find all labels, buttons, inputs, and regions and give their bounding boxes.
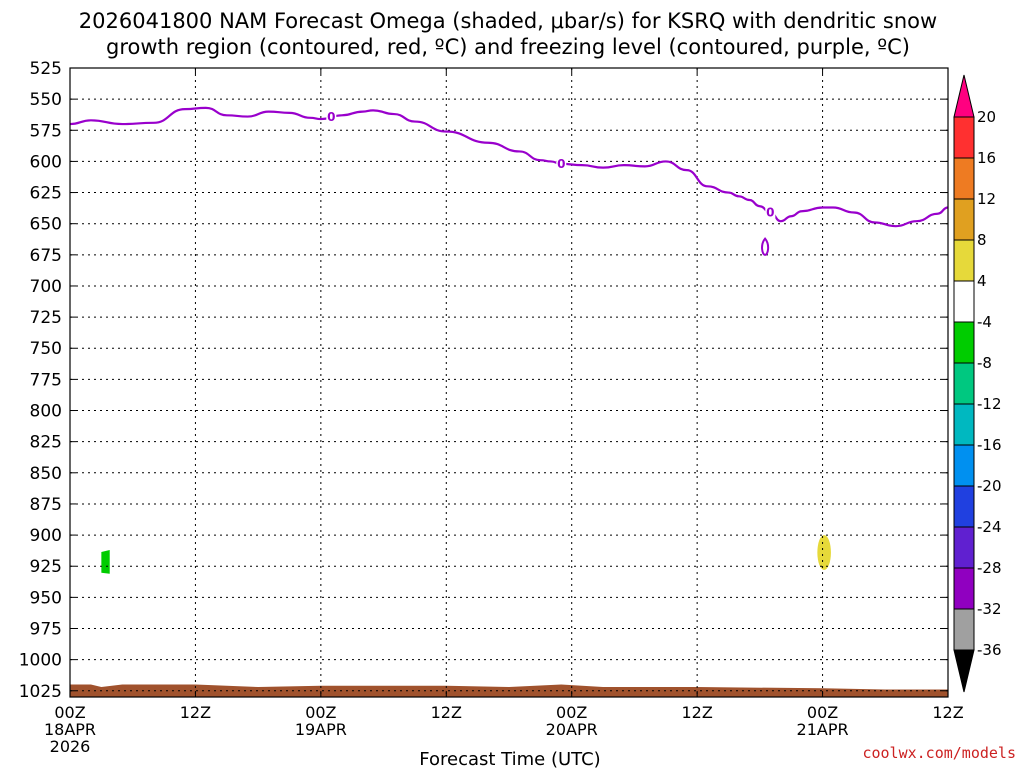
x-tick-label-24-0: 00Z xyxy=(305,703,336,722)
y-tick-label-625: 625 xyxy=(30,184,62,204)
colorbar-label-13: -36 xyxy=(977,641,1002,659)
plot-frame-layer xyxy=(69,67,949,698)
y-tick-label-675: 675 xyxy=(30,246,62,266)
freezing-level-layer: 0 0 0 xyxy=(69,106,949,256)
colorbar-label-9: -20 xyxy=(977,477,1002,495)
colorbar-segment-12 xyxy=(953,567,975,610)
omega-shading-layer xyxy=(101,535,831,574)
y-tick-label-800: 800 xyxy=(30,402,62,422)
x-tick-label-60-0: 12Z xyxy=(681,703,712,722)
x-tick-label-0-0: 00Z xyxy=(54,703,85,722)
plot-frame xyxy=(69,67,949,698)
x-tick-label-0-2: 2026 xyxy=(50,737,91,756)
chart-title-line-1: 2026041800 NAM Forecast Omega (shaded, μ… xyxy=(79,9,937,33)
x-tick-label-24-1: 19APR xyxy=(295,720,347,739)
y-tick-label-700: 700 xyxy=(30,277,62,297)
colorbar-label-8: -16 xyxy=(977,436,1002,454)
colorbar-top-triangle xyxy=(953,74,975,118)
omega-region-0 xyxy=(101,550,110,574)
x-axis-label: Forecast Time (UTC) xyxy=(419,749,600,768)
y-tick-label-575: 575 xyxy=(30,121,62,141)
y-tick-label-950: 950 xyxy=(30,588,62,608)
colorbar-segment-9 xyxy=(953,444,975,487)
x-tick-label-48-1: 20APR xyxy=(546,720,598,739)
y-tick-label-900: 900 xyxy=(30,526,62,546)
x-tick-label-0-1: 18APR xyxy=(44,720,96,739)
plot-area xyxy=(70,68,948,697)
chart-title-line-2: growth region (contoured, red, ºC) and f… xyxy=(106,35,910,59)
colorbar-label-2: 12 xyxy=(977,190,996,208)
colorbar-segment-4 xyxy=(953,239,975,282)
colorbar-label-6: -8 xyxy=(977,354,992,372)
colorbar-label-5: -4 xyxy=(977,313,992,331)
colorbar-label-12: -32 xyxy=(977,600,1002,618)
freezing-level-closed-contour xyxy=(761,237,770,256)
y-tick-label-525: 525 xyxy=(30,59,62,79)
freezing-level-line xyxy=(69,106,949,228)
y-tick-label-550: 550 xyxy=(30,90,62,110)
grid-layer xyxy=(70,68,948,697)
colorbar-segment-7 xyxy=(953,362,975,405)
colorbar-label-1: 16 xyxy=(977,149,996,167)
y-tick-label-600: 600 xyxy=(30,152,62,172)
colorbar-label-7: -12 xyxy=(977,395,1002,413)
colorbar-label-4: 4 xyxy=(977,272,987,290)
x-tick-label-48-0: 00Z xyxy=(556,703,587,722)
colorbar-segment-1 xyxy=(953,116,975,159)
colorbar-segment-2 xyxy=(953,157,975,200)
y-tick-label-925: 925 xyxy=(30,557,62,577)
x-tick-label-84-0: 12Z xyxy=(932,703,963,722)
x-tick-label-36-0: 12Z xyxy=(431,703,462,722)
colorbar-bottom-triangle xyxy=(953,649,975,693)
colorbar-segment-11 xyxy=(953,526,975,569)
y-axis-ticks: 525 550 575 600 625 650 675 700 725 750 775 800 825 8… xyxy=(19,59,948,702)
plot-background xyxy=(70,68,948,697)
y-tick-label-650: 650 xyxy=(30,215,62,235)
colorbar-label-3: 8 xyxy=(977,231,987,249)
freezing-level-label-0: 0 xyxy=(327,110,335,124)
colorbar-segment-8 xyxy=(953,403,975,446)
x-tick-label-72-0: 00Z xyxy=(807,703,838,722)
y-tick-label-975: 975 xyxy=(30,619,62,639)
freezing-label-bg-2 xyxy=(765,205,776,220)
colorbar-label-11: -28 xyxy=(977,559,1002,577)
colorbar-segment-6 xyxy=(953,321,975,364)
y-tick-label-775: 775 xyxy=(30,370,62,390)
colorbar-label-0: 20 xyxy=(977,108,996,126)
colorbar-segment-3 xyxy=(953,198,975,241)
colorbar-segment-13 xyxy=(953,608,975,651)
credit-text: coolwx.com/models xyxy=(862,744,1016,762)
x-tick-label-72-1: 21APR xyxy=(797,720,849,739)
colorbar-segment-5 xyxy=(953,280,975,323)
colorbar-segment-10 xyxy=(953,485,975,528)
x-tick-label-12-0: 12Z xyxy=(180,703,211,722)
y-tick-label-850: 850 xyxy=(30,464,62,484)
freezing-level-label-1: 0 xyxy=(557,157,565,171)
y-tick-label-725: 725 xyxy=(30,308,62,328)
y-tick-label-825: 825 xyxy=(30,433,62,453)
freezing-level-label-2: 0 xyxy=(766,205,774,219)
y-tick-label-1000: 1000 xyxy=(19,651,62,671)
freezing-label-bg-0 xyxy=(326,110,337,125)
colorbar-label-10: -24 xyxy=(977,518,1002,536)
y-tick-label-875: 875 xyxy=(30,495,62,515)
y-tick-label-1025: 1025 xyxy=(19,682,62,702)
omega-region-1 xyxy=(817,535,831,570)
colorbar: 20 16 12 8 4 -4 -8 -12 -16 -20 -24 -28 -32 -36 xyxy=(953,74,1002,693)
freezing-label-bg-1 xyxy=(556,156,567,171)
y-tick-label-750: 750 xyxy=(30,339,62,359)
